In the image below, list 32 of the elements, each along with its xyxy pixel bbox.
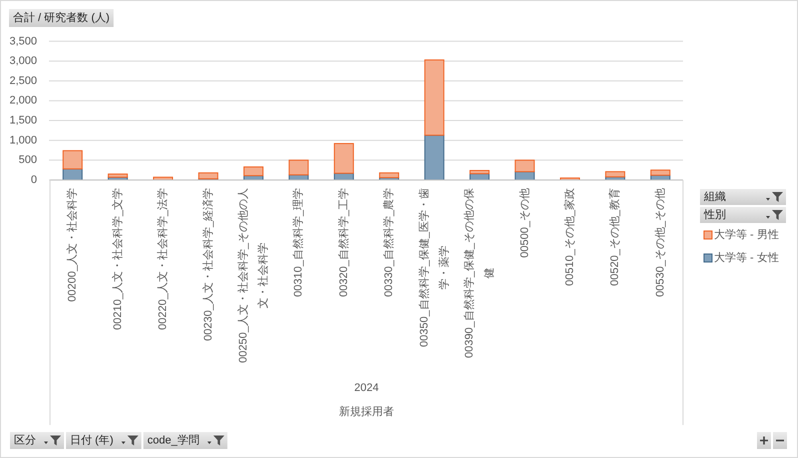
x-tick-label: 00220_人文・社会科学_法学 (157, 188, 170, 330)
x-tick-label: 00310_自然科学_理学 (292, 188, 305, 297)
y-tick-label: 3,000 (9, 55, 37, 68)
x-tick-label: 00520_その他_教育 (609, 188, 622, 286)
x-tick-label: 00210_人文・社会科学_文学 (112, 188, 124, 330)
category-group-label: 新規採用者 (339, 406, 394, 418)
button-label: 日付 (年) (70, 434, 114, 446)
x-tick-label: 00510_その他_家政 (564, 188, 576, 286)
legend-label: 大学等 - 男性 (714, 229, 779, 241)
x-tick-label: 00530_その他_その他 (654, 188, 666, 297)
y-tick-label: 0 (30, 174, 37, 186)
y-tick-label: 1,500 (9, 114, 37, 127)
x-tick-label: 00320_自然科学_工学 (338, 188, 350, 297)
category-group-label: 2024 (354, 382, 379, 394)
x-tick-label: 00390_自然科学_保健_その他の保健 (464, 188, 496, 358)
y-tick-label: 2,500 (9, 74, 37, 87)
y-tick-label: 3,500 (9, 35, 37, 48)
x-tick-label: 00330_自然科学_農学 (383, 188, 396, 297)
y-tick-label: 500 (18, 154, 37, 166)
x-tick-label: 00200_人文・社会科学 (66, 188, 79, 302)
button-label: 性別 (704, 209, 726, 221)
button-label: 合計 / 研究者数 (人) (13, 12, 110, 24)
x-tick-label: 00500_その他 (518, 188, 531, 258)
button-label: 区分 (14, 434, 36, 446)
button-label: code_学問 (147, 434, 200, 446)
y-tick-label: 1,000 (9, 134, 37, 146)
y-tick-label: 2,000 (9, 94, 37, 107)
x-tick-label: 00350_自然科学_保健_医学・歯学・薬学 (418, 188, 450, 347)
legend-label: 大学等 - 女性 (714, 252, 779, 264)
button-label: 組織 (704, 191, 726, 203)
x-tick-label: 00230_人文・社会科学_経済学 (202, 188, 214, 341)
x-tick-label: 00250_人文・社会科学_その他の人文・社会科学 (237, 188, 270, 363)
